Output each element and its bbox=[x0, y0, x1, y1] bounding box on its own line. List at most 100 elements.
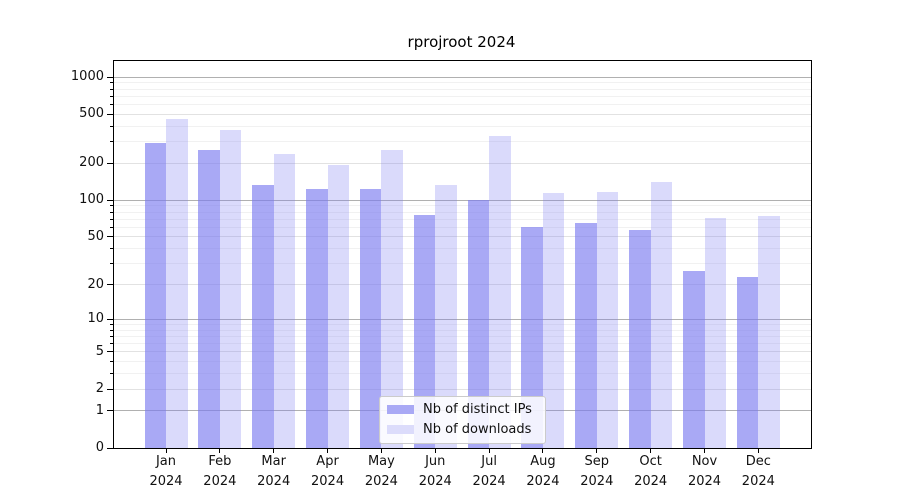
gridline-40 bbox=[114, 248, 811, 250]
y-minor-tick bbox=[110, 125, 113, 127]
gridline-9 bbox=[114, 323, 811, 325]
bar-downloads-feb bbox=[219, 129, 242, 448]
gridline-900 bbox=[114, 82, 811, 84]
gridline-2 bbox=[114, 388, 811, 390]
x-tick-dec bbox=[757, 449, 759, 453]
gridline-800 bbox=[114, 88, 811, 90]
gridline-6 bbox=[114, 343, 811, 345]
gridline-700 bbox=[114, 95, 811, 97]
y-tick-2 bbox=[107, 388, 113, 390]
y-minor-tick bbox=[110, 361, 113, 363]
bar-ips-oct bbox=[629, 230, 651, 448]
y-minor-tick bbox=[110, 95, 113, 97]
legend-item-distinct-ips: Nb of distinct IPs bbox=[387, 401, 538, 418]
x-tick-jun bbox=[434, 449, 436, 453]
y-tick-20 bbox=[107, 284, 113, 286]
gridline-60 bbox=[114, 226, 811, 228]
y-tick-label-1: 1 bbox=[95, 402, 104, 418]
gridline-90 bbox=[114, 205, 811, 207]
y-tick-label-1000: 1000 bbox=[70, 69, 104, 85]
bar-ips-jan bbox=[144, 142, 166, 448]
y-tick-label-10: 10 bbox=[87, 311, 104, 327]
y-tick-label-200: 200 bbox=[79, 155, 104, 171]
legend: Nb of distinct IPs Nb of downloads bbox=[379, 396, 546, 444]
bar-downloads-sep bbox=[596, 191, 619, 448]
y-tick-50 bbox=[107, 236, 113, 238]
x-tick-oct bbox=[650, 449, 652, 453]
gridline-8 bbox=[114, 329, 811, 331]
bar-downloads-oct bbox=[650, 181, 673, 448]
x-tick-label-dec: Dec 2024 bbox=[741, 454, 775, 489]
x-tick-apr bbox=[327, 449, 329, 453]
x-tick-nov bbox=[704, 449, 705, 453]
y-tick-label-20: 20 bbox=[87, 276, 104, 292]
y-minor-tick bbox=[110, 211, 113, 213]
bar-ips-dec bbox=[736, 277, 759, 448]
gridline-30 bbox=[114, 263, 811, 265]
x-tick-label-sep: Sep 2024 bbox=[580, 454, 614, 489]
bar-downloads-may bbox=[381, 150, 403, 448]
gridline-100 bbox=[114, 199, 811, 201]
y-minor-tick bbox=[110, 205, 113, 207]
gridline-300 bbox=[114, 141, 811, 143]
bar-downloads-jun bbox=[435, 185, 457, 448]
bar-downloads-apr bbox=[327, 164, 350, 448]
gridline-10 bbox=[114, 318, 811, 320]
gridline-50 bbox=[114, 236, 811, 238]
legend-item-downloads: Nb of downloads bbox=[387, 421, 538, 438]
y-tick-1 bbox=[107, 410, 113, 412]
gridline-80 bbox=[114, 211, 811, 213]
y-tick-1000 bbox=[107, 76, 113, 78]
x-tick-label-jan: Jan 2024 bbox=[149, 454, 183, 489]
y-minor-tick bbox=[110, 248, 113, 250]
y-minor-tick bbox=[110, 141, 113, 143]
bar-ips-apr bbox=[306, 188, 328, 448]
bar-downloads-dec bbox=[758, 215, 780, 448]
x-tick-label-feb: Feb 2024 bbox=[203, 454, 237, 489]
bar-downloads-jan bbox=[166, 118, 188, 448]
y-minor-tick bbox=[110, 226, 113, 228]
y-tick-label-5: 5 bbox=[95, 343, 104, 359]
gridline-3 bbox=[114, 373, 811, 375]
y-tick-200 bbox=[107, 162, 113, 164]
bar-ips-mar bbox=[252, 185, 274, 448]
x-tick-label-jun: Jun 2024 bbox=[418, 454, 452, 489]
x-tick-label-oct: Oct 2024 bbox=[634, 454, 668, 489]
bar-ips-sep bbox=[575, 223, 597, 448]
bar-ips-feb bbox=[198, 149, 220, 448]
y-minor-tick bbox=[110, 335, 113, 337]
bar-ips-aug bbox=[521, 227, 543, 448]
bar-downloads-nov bbox=[704, 217, 726, 448]
x-tick-jul bbox=[488, 449, 490, 453]
bar-downloads-aug bbox=[542, 193, 565, 448]
x-tick-jan bbox=[165, 449, 167, 453]
gridline-20 bbox=[114, 284, 811, 286]
gridline-70 bbox=[114, 218, 811, 220]
x-tick-label-jul: Jul 2024 bbox=[472, 454, 506, 489]
y-minor-tick bbox=[110, 82, 113, 84]
bar-ips-nov bbox=[683, 271, 705, 448]
y-tick-10 bbox=[107, 318, 113, 320]
legend-label: Nb of distinct IPs bbox=[423, 402, 532, 417]
y-tick-label-100: 100 bbox=[79, 192, 104, 208]
x-tick-feb bbox=[219, 449, 221, 453]
gridline-400 bbox=[114, 125, 811, 127]
gridline-1000 bbox=[114, 76, 811, 78]
y-minor-tick bbox=[110, 343, 113, 345]
y-tick-100 bbox=[107, 199, 113, 201]
x-tick-aug bbox=[542, 449, 544, 453]
y-minor-tick bbox=[110, 88, 113, 90]
x-tick-may bbox=[380, 449, 382, 453]
plot-area: 0 1 2 5 10 20 50 100 200 500 1000 Jan 2024 Feb 2024 M… bbox=[71, 60, 812, 489]
x-tick-label-mar: Mar 2024 bbox=[257, 454, 291, 489]
gridline-600 bbox=[114, 104, 811, 106]
y-minor-tick bbox=[110, 373, 113, 375]
x-tick-mar bbox=[273, 449, 275, 453]
y-minor-tick bbox=[110, 263, 113, 265]
legend-swatch-downloads bbox=[387, 425, 414, 434]
gridline-7 bbox=[114, 335, 811, 337]
bar-downloads-mar bbox=[273, 154, 296, 448]
chart-title: rprojroot 2024 bbox=[407, 33, 516, 51]
gridline-5 bbox=[114, 351, 811, 353]
